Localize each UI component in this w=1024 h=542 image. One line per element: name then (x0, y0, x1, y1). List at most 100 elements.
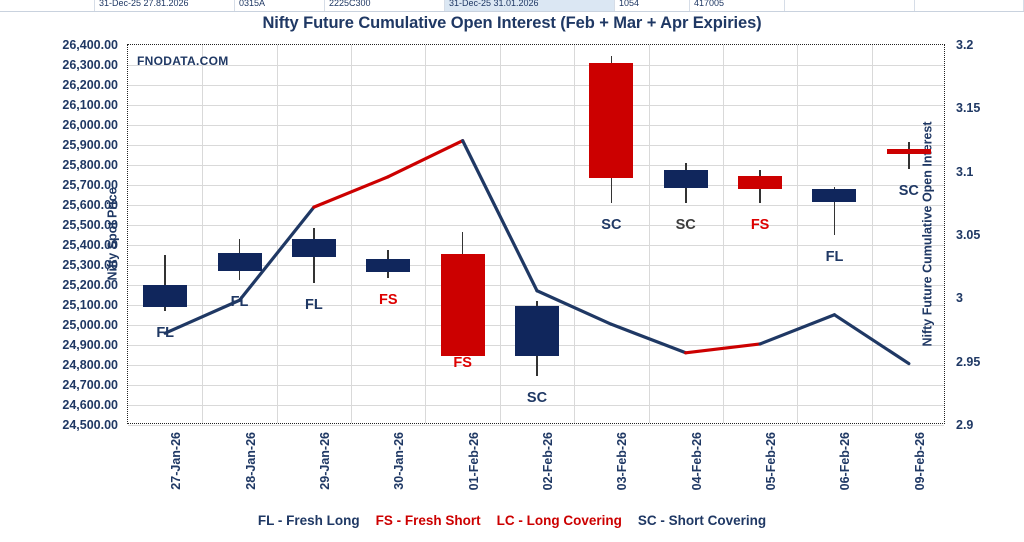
y2-axis-tick-label: 3.15 (956, 101, 981, 116)
spreadsheet-cells: 31-Dec-25 27.81.2026 0315A 2225C300 31-Dec-… (0, 0, 1024, 11)
signal-label-sc: SC (898, 183, 919, 199)
gridline (128, 125, 944, 126)
candle-body (440, 254, 485, 356)
line-segment (832, 313, 911, 366)
spreadsheet-cell: 417005 (690, 0, 785, 11)
line-segment (535, 289, 613, 326)
y-axis-tick-label: 24,900.00 (62, 338, 118, 352)
candlestick (291, 228, 336, 283)
y-axis-tick-label: 26,100.00 (62, 98, 118, 112)
chart-title: Nifty Future Cumulative Open Interest (F… (262, 14, 762, 32)
gridline (128, 405, 944, 406)
spreadsheet-cell: 31-Dec-25 31.01.2026 (445, 0, 615, 11)
y-axis-tick-label: 25,700.00 (62, 178, 118, 192)
line-segment (163, 298, 242, 335)
candlestick (440, 232, 485, 356)
candlestick (143, 255, 188, 311)
gridline-vertical (425, 45, 427, 423)
signal-label-fl: FL (305, 297, 323, 313)
spreadsheet-cell: 31-Dec-25 27.81.2026 (95, 0, 235, 11)
y-axis-tick-label: 26,300.00 (62, 58, 118, 72)
open-interest-line-series (163, 139, 911, 366)
gridline (128, 185, 944, 186)
y-axis-left-title: Nifty Spot Price (105, 187, 120, 281)
y-axis-tick-label: 24,600.00 (62, 398, 118, 412)
y-axis-tick-label: 25,200.00 (62, 278, 118, 292)
x-axis-tick-label: 02-Feb-26 (541, 432, 555, 491)
x-axis-tick-label: 29-Jan-26 (317, 432, 332, 490)
y2-axis-tick-label: 3.05 (956, 228, 981, 242)
gridline-vertical (648, 45, 650, 423)
y-axis-tick-label: 25,400.00 (62, 238, 118, 252)
x-axis-tick-label: 30-Jan-26 (392, 432, 407, 490)
y-axis-tick-label: 26,200.00 (62, 78, 118, 92)
candle-body (738, 176, 783, 189)
y-axis-tick-label: 24,700.00 (62, 378, 118, 392)
signal-legend: FL - Fresh Long FS - Fresh Short LC - Long… (0, 513, 1024, 528)
gridline-vertical (351, 45, 353, 423)
y2-axis-tick-label: 3.1 (956, 164, 974, 179)
gridline (128, 145, 944, 146)
line-segment (684, 342, 762, 355)
line-segment (609, 322, 688, 355)
spreadsheet-cell (0, 0, 95, 11)
candle-body (291, 239, 336, 257)
spreadsheet-row-strip: 31-Dec-25 27.81.2026 0315A 2225C300 31-Dec-… (0, 0, 1024, 12)
gridline (128, 225, 944, 226)
signal-label-fl: FL (230, 294, 249, 310)
candlestick (886, 142, 931, 169)
y-axis-tick-label: 25,000.00 (62, 318, 118, 332)
signal-label-fl: FL (825, 249, 844, 265)
gridline (128, 385, 944, 386)
x-axis-tick-label: 28-Jan-26 (243, 432, 258, 490)
line-segment (461, 139, 539, 293)
x-axis-tick-label: 27-Jan-26 (169, 432, 184, 490)
gridline (128, 165, 944, 166)
spreadsheet-cell (915, 0, 1024, 11)
legend-item-sc: SC - Short Covering (637, 513, 767, 528)
gridline (128, 265, 944, 266)
legend-item-lc: LC - Long Covering (496, 513, 622, 528)
candle-body (886, 149, 931, 154)
line-segment (386, 139, 465, 179)
y-axis-tick-label: 25,800.00 (62, 158, 118, 172)
signal-label-fs: FS (379, 292, 398, 308)
line-segment (312, 175, 390, 209)
candle-wick (833, 187, 836, 235)
candle-body (663, 170, 708, 188)
candlestick (663, 163, 708, 203)
x-axis-tick-label: 06-Feb-26 (838, 432, 853, 491)
signal-label-fs: FS (453, 355, 472, 371)
y-axis-tick-label: 26,400.00 (62, 38, 118, 52)
candlestick (515, 301, 559, 376)
candlestick (738, 170, 783, 203)
gridline (128, 425, 944, 426)
spreadsheet-cell (785, 0, 915, 11)
candlestick (217, 239, 262, 280)
gridline (128, 105, 944, 106)
signal-label-fs: FS (750, 217, 770, 233)
legend-item-fs: FS - Fresh Short (375, 513, 481, 528)
x-axis-tick-label: 05-Feb-26 (764, 432, 779, 491)
signal-label-sc: SC (675, 217, 696, 233)
candlestick (812, 187, 857, 235)
gridline (128, 205, 944, 206)
candlestick (589, 56, 634, 203)
candle-body (589, 63, 634, 178)
x-axis-tick-label: 03-Feb-26 (615, 432, 630, 491)
x-axis-tick-label: 04-Feb-26 (689, 432, 704, 491)
y-axis-tick-label: 24,500.00 (62, 418, 118, 432)
vertical-gridlines (128, 45, 944, 423)
y-axis-tick-label: 24,800.00 (62, 358, 118, 372)
y2-axis-tick-label: 3 (956, 291, 963, 306)
y2-axis-tick-label: 2.95 (956, 354, 981, 369)
candle-wick (908, 142, 910, 169)
gridline (128, 245, 944, 246)
y-axis-tick-label: 25,300.00 (62, 258, 118, 272)
line-segment (237, 205, 316, 302)
spreadsheet-cell: 2225C300 (325, 0, 445, 11)
candle-body (143, 285, 188, 307)
candle-body (812, 188, 857, 202)
line-segment (758, 313, 837, 346)
